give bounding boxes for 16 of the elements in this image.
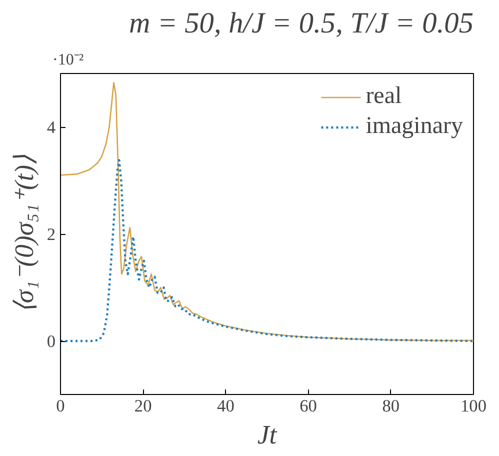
chart-title: m = 50, h/J = 0.5, T/J = 0.05	[129, 8, 474, 40]
x-tick-label: 80	[382, 396, 400, 416]
text: ·10⁻²	[52, 52, 84, 68]
y-tick-label: 4	[46, 118, 56, 137]
line-series	[60, 82, 474, 342]
legend-label: imaginary	[366, 113, 463, 140]
x-tick-label: 40	[217, 396, 234, 416]
y-tick-label: 2	[46, 225, 56, 244]
x-tick-label: 100	[460, 396, 487, 416]
x-tick-label: 20	[134, 396, 152, 416]
x-axis-title: Jt	[257, 420, 278, 450]
x-tick-label: 60	[300, 396, 317, 416]
y-axis-title: ⟨σ₁⁻(0)σ₅₁⁺(t)⟩	[8, 154, 39, 314]
legend-label: real	[366, 83, 402, 110]
y-tick-label: 0	[46, 332, 56, 351]
line-series	[60, 159, 474, 342]
